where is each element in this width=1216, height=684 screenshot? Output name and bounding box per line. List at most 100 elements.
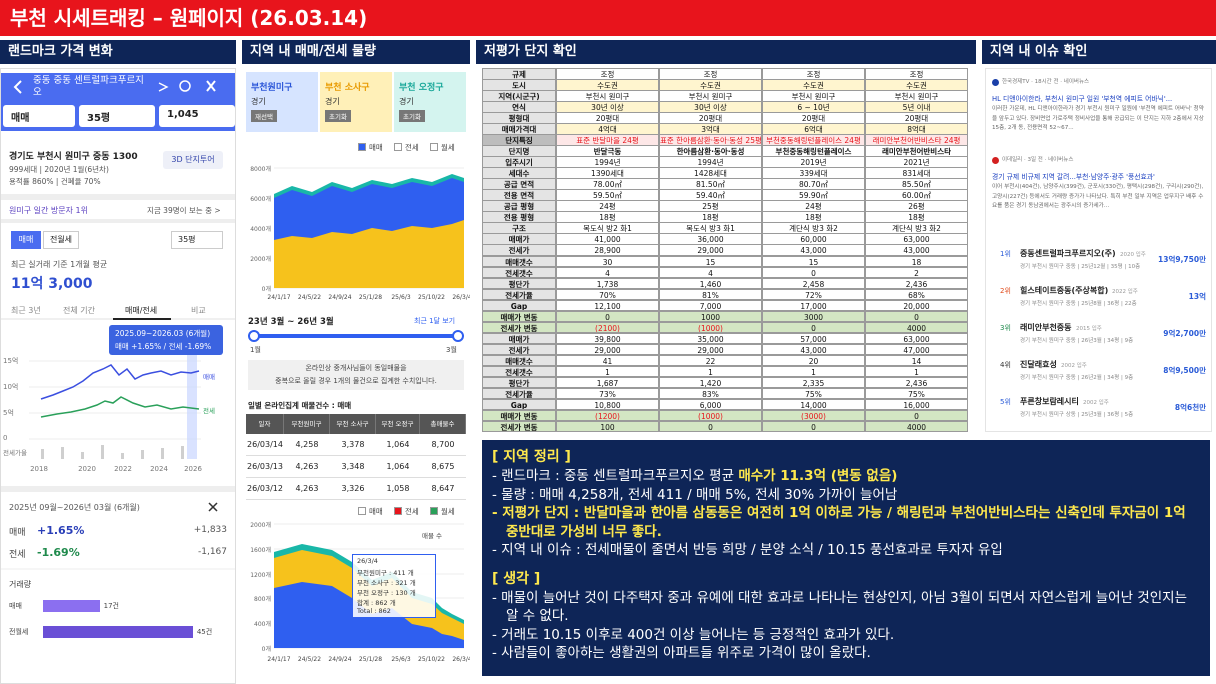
chart-tab[interactable]: 전체 기간 <box>63 306 95 315</box>
rank-year: 2002 입주 <box>1061 363 1087 369</box>
table-cell: 30 <box>556 255 659 268</box>
region-card[interactable]: 부천 소사구 경기 초기화 <box>320 72 392 132</box>
volume-bar <box>43 626 193 638</box>
table-header: 부천 소사구 <box>330 414 376 434</box>
slider-handle[interactable] <box>452 330 464 342</box>
table-cell: 계단식 방3 화2 <box>762 222 865 234</box>
region-button[interactable]: 초기화 <box>399 110 425 122</box>
table-cell: 수도권 <box>762 79 865 91</box>
table-cell: 43,000 <box>865 244 968 256</box>
region-card[interactable]: 부천 오정구 경기 초기화 <box>394 72 466 132</box>
table-cell: 0 <box>762 266 865 279</box>
tooltip-line: 부천 오정구 : 130 개 <box>357 589 416 597</box>
row-label: 전세갯수 <box>482 365 556 378</box>
table-cell: 3억대 <box>659 123 762 135</box>
table-cell: 부천시 원미구 <box>762 90 865 102</box>
table-cell: 12,100 <box>556 299 659 312</box>
table-cell: 24평 <box>762 200 865 212</box>
row-label: 전세갯수 <box>482 266 556 279</box>
table-cell: 1,064 <box>376 434 420 456</box>
volume-name: 전월세 <box>9 628 29 636</box>
rank: 3위 <box>1000 324 1011 332</box>
notice: 중복으로 올릴 경우 1개의 물건으로 집계한 수치입니다. <box>275 377 437 385</box>
table-cell: 18평 <box>659 211 762 223</box>
chart-tab[interactable]: 매매/전세 <box>125 306 158 315</box>
rank-name: 힐스테이트중동(주상복합) <box>1020 286 1109 295</box>
avg-label: 최근 실거래 기준 1개월 평균 <box>11 260 108 269</box>
row-label: 지역(시군구) <box>482 90 556 102</box>
table-cell: 14,000 <box>762 398 865 411</box>
region-card[interactable]: 부천원미구 경기 재선택 <box>246 72 318 132</box>
table-cell: 반달극동 <box>556 145 659 157</box>
y-tick-label: 800개 <box>254 596 271 603</box>
change-amount: -1,167 <box>197 547 227 557</box>
table-cell: 29,000 <box>556 343 659 356</box>
summary-item: - 랜드마크 : 중동 센트럴파크푸르지오 평균 매수가 11.3억 (변동 없… <box>492 467 1200 486</box>
table-cell: 35,000 <box>659 332 762 345</box>
undervalued-panel: 규제 조정 조정 조정 조정 도시 수도권 수도권 수도권 수도권 지역(시군구) 부천시 원미구 부천… <box>482 68 968 432</box>
legend-swatch <box>430 507 438 515</box>
news-headline[interactable]: 경기 규제 비규제 지역 갈려...부천·남양주·광주 '풍선효과' <box>992 173 1155 181</box>
table-cell: 부천시 원미구 <box>865 90 968 102</box>
table-cell: 2,436 <box>865 277 968 290</box>
summary-text: - 랜드마크 : 중동 센트럴파크푸르지오 평균 <box>492 468 739 484</box>
tour-button[interactable]: 3D 단지투어 <box>163 151 223 169</box>
filter[interactable]: 매매 <box>3 105 75 127</box>
y-tick-label: 10억 <box>3 383 19 391</box>
chart-tab[interactable]: 최근 3년 <box>11 306 41 315</box>
filter[interactable]: 35평 <box>79 105 155 127</box>
table-cell: (2100) <box>556 321 659 334</box>
table-cell: 1428세대 <box>659 167 762 179</box>
table-cell: 1 <box>865 365 968 378</box>
table-cell: 75% <box>865 387 968 400</box>
size-select[interactable]: 35평 <box>171 231 223 249</box>
chart-tab[interactable]: 비교 <box>191 306 206 315</box>
table-cell: 표준 한아름삼환·동아·동성 25평 <box>659 134 762 146</box>
tab[interactable]: 전월세 <box>43 231 79 249</box>
slider-handle[interactable] <box>248 330 260 342</box>
recent-link[interactable]: 최근 1달 보기 <box>414 317 456 325</box>
filter[interactable]: 1,045 <box>159 105 235 127</box>
tab[interactable]: 매매 <box>11 231 41 249</box>
table-cell: 1,420 <box>659 376 762 389</box>
table-cell: 63,000 <box>865 332 968 345</box>
section-title: 지역 내 이슈 확인 <box>990 44 1088 59</box>
rank-price: 13억9,750만 <box>1158 255 1206 264</box>
table-cell: 8,675 <box>420 456 466 478</box>
table-cell: 래미안부천어반비스타 <box>865 145 968 157</box>
summary-item: - 거래도 10.15 이후로 400건 이상 늘어나는 등 긍정적인 효과가 … <box>492 626 1200 645</box>
row-label: 구조 <box>482 222 556 234</box>
table-cell: 1,064 <box>376 456 420 478</box>
tooltip-line: 매매 +1.65% / 전세 -1.69% <box>115 342 212 351</box>
table-cell: 30년 이상 <box>659 101 762 113</box>
table-cell: 73% <box>556 387 659 400</box>
table-cell: 59.90㎡ <box>762 189 865 201</box>
table-cell: 수도권 <box>659 79 762 91</box>
table-cell: 2021년 <box>865 156 968 168</box>
row-label: 입주시기 <box>482 156 556 168</box>
ratio-label: 전세가율 <box>3 449 27 457</box>
table-cell: 8,647 <box>420 478 466 500</box>
table-cell: 22 <box>659 354 762 367</box>
region-button[interactable]: 초기화 <box>325 110 351 122</box>
y-tick-label: 8000개 <box>250 166 271 173</box>
table-cell: 85.50㎡ <box>865 178 968 190</box>
line-label: 전세 <box>203 407 215 415</box>
news-headline[interactable]: HL 디앤아이한라, 부천시 원미구 일원 '부천역 에피트 어바닉'... <box>992 95 1173 103</box>
table-cell: 57,000 <box>762 332 865 345</box>
region-button[interactable]: 재선택 <box>251 110 277 122</box>
table-cell: 3,326 <box>330 478 376 500</box>
period-highlight <box>187 355 197 459</box>
x-tick-label: 25/10/22 <box>418 294 445 301</box>
grid <box>29 360 201 440</box>
table-cell: 20평대 <box>762 112 865 124</box>
volume-label: 45건 <box>196 628 213 636</box>
table-cell: 60.00㎡ <box>865 189 968 201</box>
tooltip-line: 2025.09~2026.03 (6개월) <box>115 329 211 338</box>
table-cell: 43,000 <box>762 343 865 356</box>
summary-text: - 저평가 단지 : 반달마을과 한아름 삼동동은 여전히 1억 이하로 가능 … <box>492 505 1186 540</box>
table-cell: 831세대 <box>865 167 968 179</box>
rank-price: 8억9,500만 <box>1163 366 1206 375</box>
region-sub: 경기 <box>399 97 414 106</box>
